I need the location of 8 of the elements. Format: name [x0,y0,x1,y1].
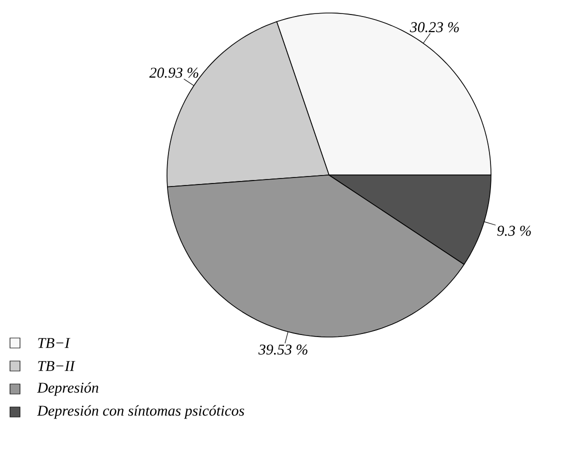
data-label: 39.53 % [258,344,308,355]
data-label: 9.3 % [497,226,531,236]
legend-label: Depresión con síntomas psicóticos [37,405,244,419]
legend-label: Depresión [37,382,98,396]
legend-label: TB−II [38,361,76,371]
data-label: 20.93 % [149,68,198,78]
legend-label: TB−I [38,338,70,348]
data-label: 30.23 % [410,22,459,32]
